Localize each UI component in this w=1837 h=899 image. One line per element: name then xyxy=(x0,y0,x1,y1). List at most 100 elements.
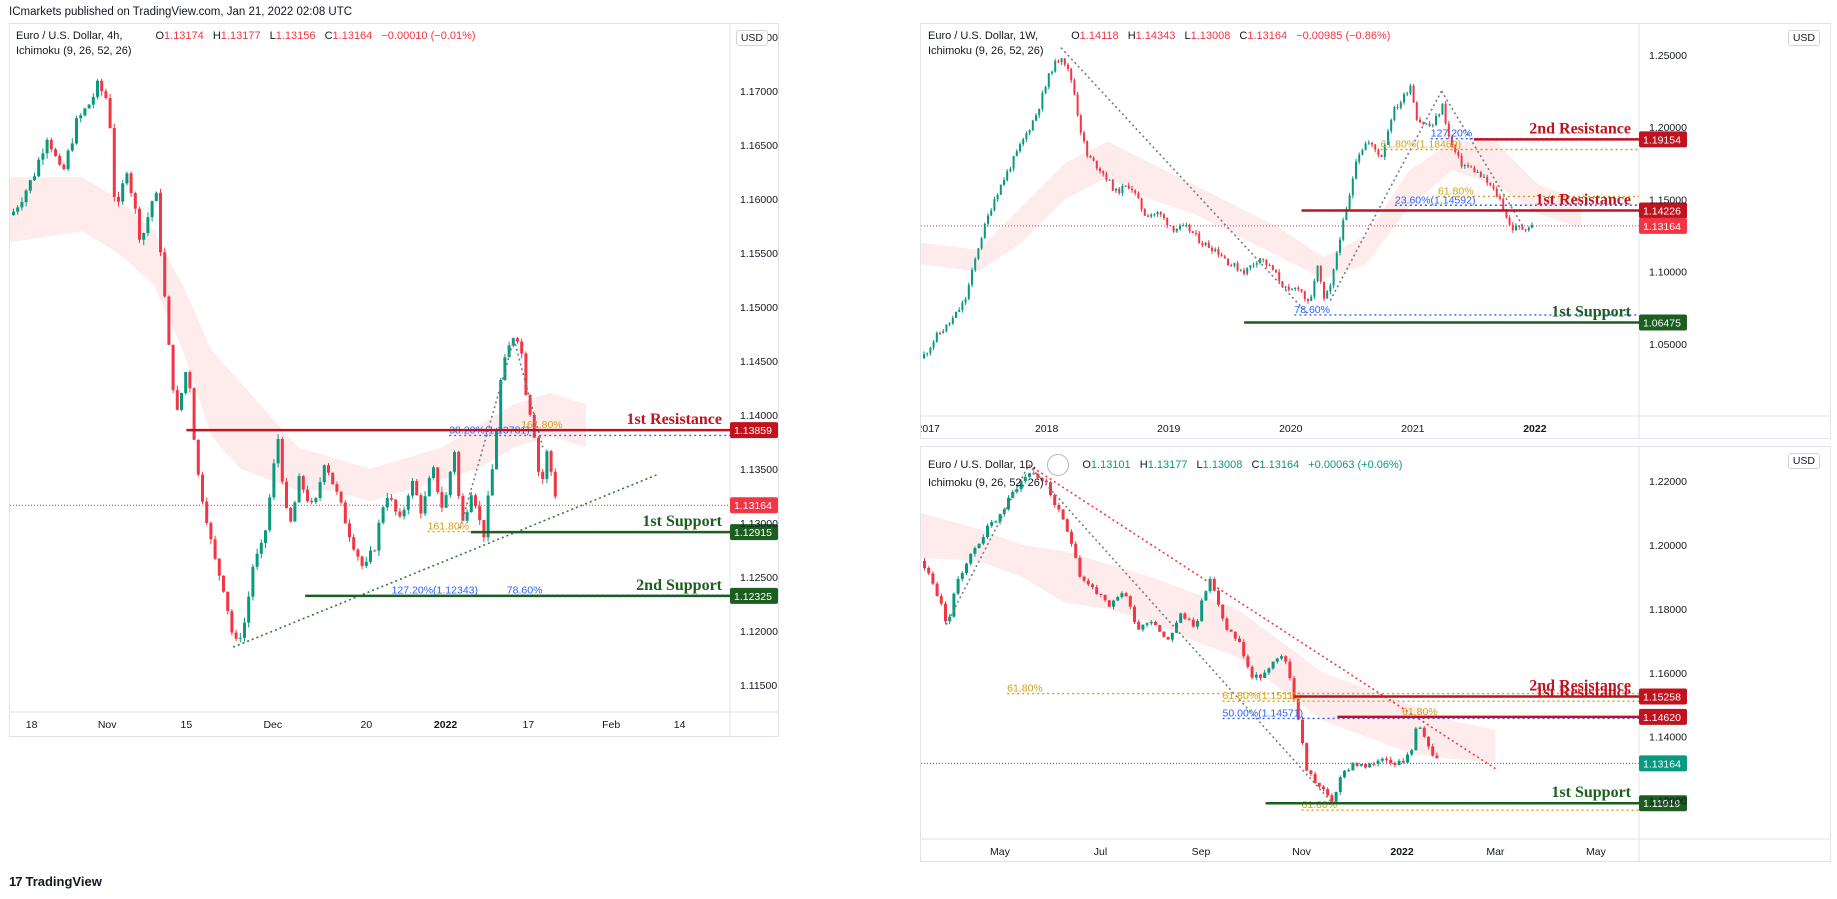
candle xyxy=(385,492,389,511)
legend-indicator[interactable]: Ichimoku (9, 26, 52, 26) xyxy=(16,45,132,57)
candle-body xyxy=(1508,217,1511,225)
candle-body xyxy=(1403,94,1405,103)
candle-body xyxy=(1145,623,1149,625)
candle xyxy=(1091,583,1094,590)
legend-change: −0.00985 (−0.86%) xyxy=(1296,30,1391,42)
candle xyxy=(1355,158,1357,180)
candle-body xyxy=(1265,259,1268,266)
candle-body xyxy=(394,499,398,512)
candle-body xyxy=(1518,225,1521,227)
current-price-tag: 1.13164 xyxy=(1639,217,1687,234)
candle-body xyxy=(1435,755,1439,759)
candle xyxy=(545,449,549,484)
candle xyxy=(1431,743,1435,757)
candle-body xyxy=(516,338,519,342)
candle-body xyxy=(524,353,528,395)
replay-circle-icon[interactable] xyxy=(1047,454,1070,476)
candle xyxy=(24,189,28,207)
candle-body xyxy=(469,495,473,513)
candle-body xyxy=(1220,254,1223,257)
candle xyxy=(1065,518,1069,532)
candle xyxy=(461,493,465,522)
candle-body xyxy=(511,338,515,346)
candle xyxy=(1195,229,1197,237)
candle-body xyxy=(1281,281,1284,288)
candle xyxy=(524,351,528,396)
candle-body xyxy=(1191,231,1194,233)
candle-body xyxy=(958,309,961,312)
chart-1w-svg[interactable]: 61.80%(1.18469)127.20% 23.60%(1.14592)61.… xyxy=(921,24,1830,438)
chart-panel-4h[interactable]: 38.20%(1.13781)161.80%161.80%127.20%(1.1… xyxy=(9,23,779,737)
y-tick-label: 1.16500 xyxy=(740,140,778,152)
candle-body xyxy=(377,522,381,551)
candle-body xyxy=(150,201,154,218)
chart-1d-svg[interactable]: 61.80% 61.80%(1.15111) 50.00%(1.14571) 61.8… xyxy=(921,447,1830,861)
candle-body xyxy=(1238,638,1241,643)
candle xyxy=(1409,83,1412,96)
candle xyxy=(537,435,540,477)
candle-body xyxy=(1035,115,1037,121)
candle-body xyxy=(238,637,242,639)
candle-body xyxy=(1166,636,1170,640)
currency-button[interactable]: USD xyxy=(1787,453,1820,469)
chart-panel-1d[interactable]: 61.80% 61.80%(1.15111) 50.00%(1.14571) 61.8… xyxy=(920,446,1831,862)
candle xyxy=(1511,222,1514,234)
candle xyxy=(1380,154,1383,158)
candle xyxy=(1332,268,1335,289)
x-tick-label: Dec xyxy=(263,719,282,731)
candle xyxy=(411,478,414,499)
candle-body xyxy=(980,238,983,249)
level-price-tag-text: 1.14226 xyxy=(1643,206,1681,218)
candle xyxy=(1380,757,1384,764)
candle xyxy=(318,477,322,502)
candle-body xyxy=(1376,760,1380,764)
chart-panel-1w[interactable]: 61.80%(1.18469) 127.20% 23.60%(1.14592) 61.… xyxy=(920,23,1831,439)
candle xyxy=(436,467,440,495)
legend-high: 1.14343 xyxy=(1135,30,1176,42)
candle xyxy=(268,493,272,533)
footer-brand[interactable]: 17 TradingView xyxy=(9,874,102,889)
candle-body xyxy=(352,537,356,550)
candle xyxy=(503,354,507,381)
candle xyxy=(96,78,99,100)
candle xyxy=(1316,265,1319,283)
candle-body xyxy=(474,495,477,507)
candle-body xyxy=(945,324,948,332)
candle-body xyxy=(1305,743,1309,771)
current-price-tag: 1.13164 xyxy=(730,497,778,514)
candle xyxy=(1073,78,1076,96)
candle xyxy=(474,493,477,509)
x-tick-label: May xyxy=(1586,846,1607,858)
candle-body xyxy=(1078,557,1082,577)
candle-body xyxy=(1236,263,1239,271)
candle-body xyxy=(415,480,419,496)
candle-body xyxy=(1323,281,1325,299)
candle-body xyxy=(234,632,238,639)
candle xyxy=(343,500,347,524)
candle xyxy=(971,267,973,288)
candle-body xyxy=(79,115,83,119)
candle-body xyxy=(83,108,87,116)
currency-button[interactable]: USD xyxy=(1787,30,1820,46)
legend-title: Euro / U.S. Dollar, 1D, xyxy=(928,458,1037,471)
candle-body xyxy=(1120,593,1124,598)
candle-body xyxy=(990,210,993,216)
candle-body xyxy=(1162,631,1166,637)
candle xyxy=(1053,493,1057,508)
candle xyxy=(1124,185,1127,188)
candle xyxy=(1089,154,1092,159)
candle xyxy=(1006,168,1009,182)
chart-4h-svg[interactable]: 38.20%(1.13781)161.80%161.80%127.20%(1.1… xyxy=(10,24,778,736)
legend-indicator[interactable]: Ichimoku (9, 26, 52, 26) xyxy=(928,477,1044,489)
candle-body xyxy=(967,284,970,300)
level-price-tag: 1.15258 xyxy=(1639,688,1687,705)
candle-body xyxy=(1454,145,1457,152)
candle-body xyxy=(1107,600,1111,607)
candle-body xyxy=(1006,171,1009,181)
candle-body xyxy=(1431,746,1435,756)
candle xyxy=(377,519,381,556)
candle-body xyxy=(1156,212,1159,215)
currency-button[interactable]: USD xyxy=(735,30,768,46)
candle xyxy=(999,184,1002,195)
legend-indicator[interactable]: Ichimoku (9, 26, 52, 26) xyxy=(928,45,1044,57)
